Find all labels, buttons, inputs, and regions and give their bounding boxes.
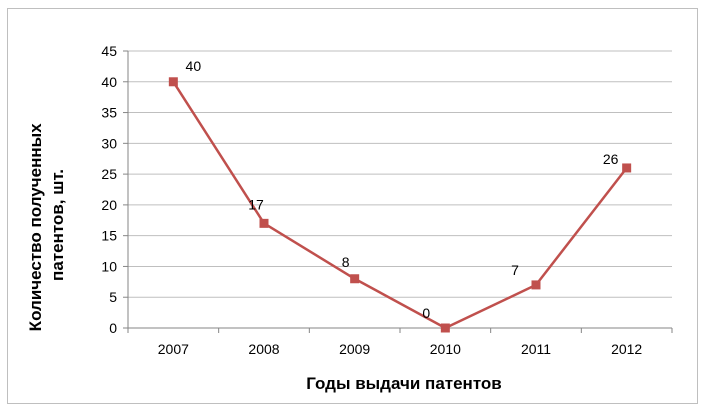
series-polyline (172, 81, 628, 330)
x-tick-label: 2011 (521, 341, 551, 357)
y-tick-label: 5 (109, 289, 117, 305)
y-tick-label: 45 (101, 43, 117, 59)
data-marker (440, 323, 450, 333)
x-tick-label: 2012 (611, 341, 642, 357)
data-marker (531, 280, 541, 290)
x-tick-label: 2007 (158, 341, 189, 357)
y-tick-label: 25 (101, 166, 117, 182)
data-label: 26 (603, 151, 619, 167)
axes (123, 50, 673, 333)
y-tick-label: 0 (109, 320, 117, 336)
y-tick-label: 20 (101, 197, 117, 213)
data-marker (350, 274, 360, 284)
y-axis-title-line-1: Количество полученных (26, 123, 45, 331)
data-label: 0 (422, 305, 430, 321)
x-tick-labels: 2007 2008 2009 2010 2011 2012 (158, 341, 643, 357)
data-label: 17 (248, 196, 264, 212)
y-tick-label: 30 (101, 135, 117, 151)
x-tick-label: 2008 (248, 341, 279, 357)
y-axis-title-line-2: патентов, шт. (48, 169, 67, 281)
y-tick-label: 40 (101, 74, 117, 90)
chart-frame (7, 8, 698, 404)
data-labels: 40 17 8 0 7 26 (186, 58, 619, 321)
data-label: 8 (342, 254, 350, 270)
y-tick-labels: 0 5 10 15 20 25 30 35 40 45 (101, 43, 117, 336)
y-tick-label: 15 (101, 228, 117, 244)
data-markers (168, 77, 632, 333)
x-axis-title: Годы выдачи патентов (306, 374, 502, 393)
y-axis-title: Количество полученных патентов, шт. (26, 119, 67, 332)
data-label: 7 (511, 262, 519, 278)
x-tick-label: 2009 (339, 341, 370, 357)
y-tick-label: 35 (101, 105, 117, 121)
data-marker (259, 218, 269, 228)
series-line (172, 81, 628, 330)
data-marker (168, 77, 178, 87)
data-marker (622, 163, 632, 173)
y-tick-label: 10 (101, 258, 117, 274)
gridlines (128, 50, 672, 298)
x-tick-label: 2010 (430, 341, 461, 357)
data-label: 40 (186, 58, 202, 74)
